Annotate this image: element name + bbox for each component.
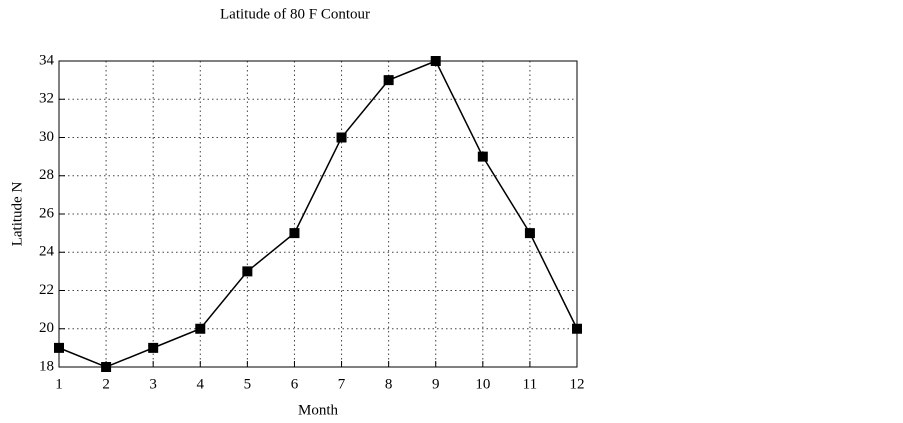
data-point (430, 56, 441, 66)
data-point (336, 132, 347, 143)
y-tick-label: 32 (39, 91, 54, 107)
y-tick-label: 28 (39, 167, 54, 183)
data-point (383, 75, 394, 86)
x-tick-label: 6 (291, 376, 299, 392)
data-point (477, 151, 488, 162)
y-tick-label: 18 (39, 358, 54, 374)
y-tick-label: 30 (39, 129, 54, 145)
data-line (58, 60, 578, 368)
y-tick-label: 20 (39, 320, 54, 336)
data-point (195, 323, 206, 334)
x-axis-label: Month (298, 402, 339, 418)
data-point (101, 362, 112, 372)
data-point (242, 266, 253, 277)
y-tick-label: 24 (39, 244, 55, 260)
plot-frame (58, 60, 578, 368)
data-point (54, 342, 64, 353)
x-tick-label: 10 (475, 376, 490, 392)
x-tick-label: 5 (244, 376, 252, 392)
chart-title: Latitude of 80 F Contour (220, 6, 370, 22)
x-tick-label: 9 (432, 376, 440, 392)
x-tick-label: 2 (102, 376, 110, 392)
y-tick-label: 26 (39, 205, 55, 221)
y-tick-label: 22 (39, 282, 54, 298)
x-tick-label: 3 (149, 376, 157, 392)
x-tick-label: 4 (197, 376, 205, 392)
y-axis-label: Latitude N (9, 182, 25, 247)
x-tick-label: 12 (570, 376, 585, 392)
x-tick-label: 1 (55, 376, 63, 392)
data-point (148, 342, 159, 353)
data-point (572, 323, 582, 334)
x-tick-label: 8 (385, 376, 393, 392)
data-point (289, 228, 300, 239)
x-tick-label: 7 (338, 376, 346, 392)
y-tick-label: 34 (39, 52, 55, 68)
x-tick-label: 11 (523, 376, 537, 392)
data-point (524, 228, 535, 239)
